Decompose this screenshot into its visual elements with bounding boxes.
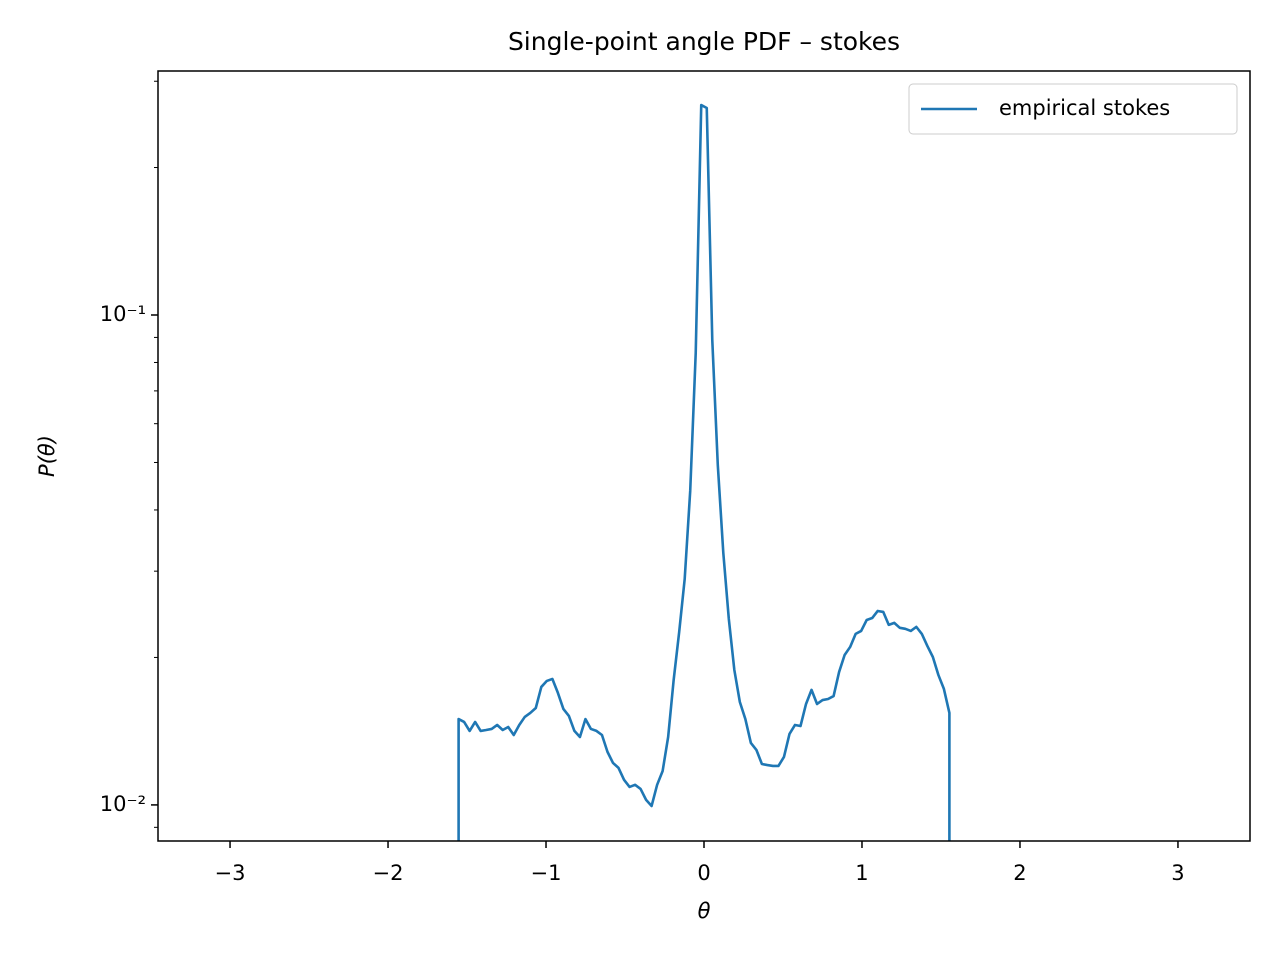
x-tick-label: −1 <box>531 861 562 885</box>
y-tick-label: 10⁻² <box>100 792 146 816</box>
x-tick-label: 2 <box>1013 861 1026 885</box>
chart-title: Single-point angle PDF – stokes <box>508 27 900 56</box>
x-axis-label: θ <box>698 899 711 923</box>
data-line <box>457 103 951 841</box>
x-tick-label: −3 <box>215 861 246 885</box>
plot-frame <box>157 70 1251 842</box>
legend-box <box>908 83 1238 135</box>
x-tick-label: 0 <box>697 861 710 885</box>
y-tick-label: 10⁻¹ <box>100 302 146 326</box>
x-tick-label: 1 <box>855 861 868 885</box>
y-axis-label: P(θ) <box>35 435 59 477</box>
x-tick-label: 3 <box>1171 861 1184 885</box>
plot-area <box>457 103 951 841</box>
legend-label: empirical stokes <box>999 96 1170 120</box>
x-tick-label: −2 <box>373 861 404 885</box>
